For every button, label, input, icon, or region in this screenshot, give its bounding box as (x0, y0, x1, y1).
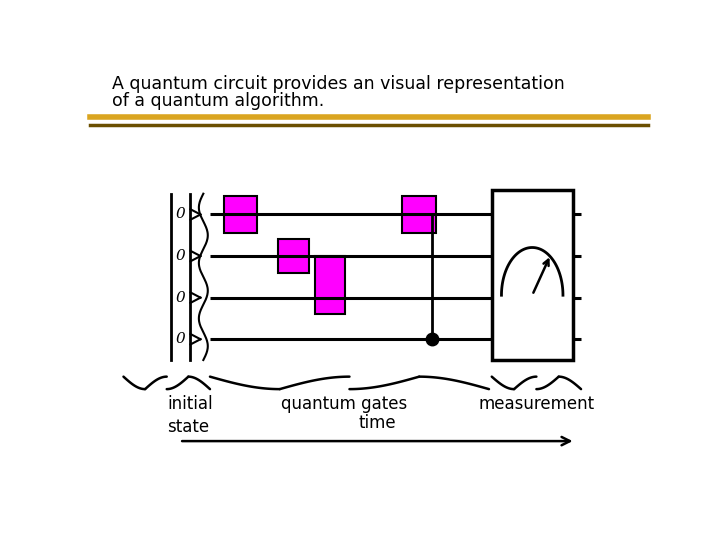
Bar (279, 239, 309, 273)
Bar (402, 196, 436, 233)
Text: state: state (167, 418, 209, 436)
Text: of a quantum algorithm.: of a quantum algorithm. (112, 92, 325, 110)
Text: 0: 0 (176, 207, 185, 221)
Text: 0: 0 (176, 249, 185, 263)
Text: time: time (359, 414, 396, 432)
Text: A quantum circuit provides an visual representation: A quantum circuit provides an visual rep… (112, 75, 565, 93)
Bar (492, 190, 572, 360)
Text: measurement: measurement (478, 395, 595, 413)
Bar (315, 256, 346, 314)
Text: 0: 0 (176, 291, 185, 305)
Text: initial: initial (167, 395, 212, 413)
Text: 0: 0 (176, 332, 185, 346)
Bar (224, 196, 258, 233)
Text: quantum gates: quantum gates (281, 395, 407, 413)
